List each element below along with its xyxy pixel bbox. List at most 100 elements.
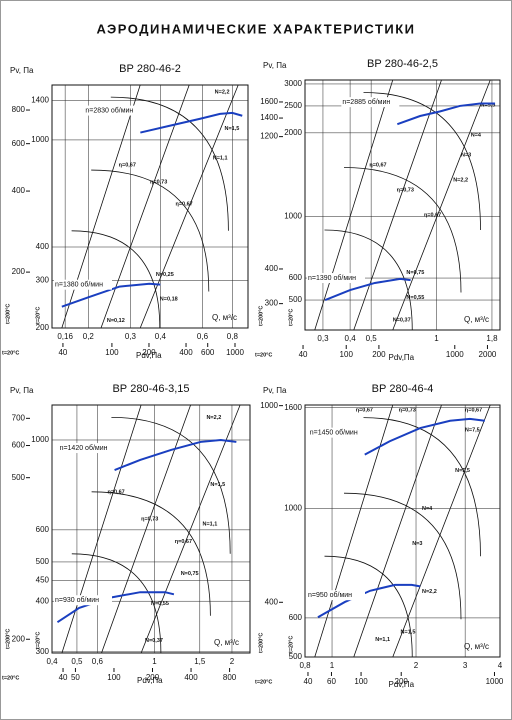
y-temp-label: t=20°C	[35, 632, 41, 649]
annotation: N=4	[422, 506, 433, 512]
annotation: η=0,67	[424, 212, 441, 218]
annotation: N=0,25	[156, 272, 174, 278]
x2-tick-label: 100	[105, 348, 119, 357]
y-tick-label: 2500	[284, 101, 302, 110]
annotation: N=1,1	[375, 637, 390, 643]
y-tick-label: 500	[289, 652, 303, 661]
fan-curve	[324, 277, 411, 301]
power-curve	[91, 169, 210, 292]
power-curve	[324, 229, 413, 331]
power-curve	[71, 230, 161, 329]
y-tick-label: 400	[36, 596, 50, 605]
annotation: η=0,67	[465, 407, 482, 413]
series-label: n=2885 об/мин	[342, 98, 390, 106]
annotation: N=3	[412, 541, 422, 547]
y-axis-label: Pv, Па	[263, 61, 287, 70]
y-tick-label: 500	[36, 557, 50, 566]
x2-temp-label: t=20°C	[255, 679, 272, 685]
annotation: N=0,12	[107, 318, 125, 324]
y2-tick-label: 800	[12, 105, 26, 114]
y2-tick-label: 1600	[260, 97, 278, 106]
annotation: N=2,2	[215, 90, 230, 96]
annotation: η=0,67	[369, 162, 386, 168]
x2-tick-label: 100	[340, 350, 354, 359]
power-curve	[363, 417, 481, 557]
series-label: n=1390 об/мин	[308, 274, 356, 282]
y-tick-label: 400	[36, 242, 50, 251]
y-tick-label: 200	[36, 323, 50, 332]
annotation: η=0,73	[397, 187, 414, 193]
y-tick-label: 300	[36, 647, 50, 656]
x2-tick-label: 600	[201, 348, 215, 357]
system-curve	[392, 404, 491, 658]
system-curve	[353, 404, 442, 658]
x2-tick-label: 1000	[486, 677, 504, 686]
annotation: η=0,73	[399, 407, 416, 413]
x2-tick-label: 100	[107, 673, 121, 682]
x-axis-label: Q, м³/с	[212, 313, 237, 322]
annotation: N=2,2	[453, 177, 468, 183]
x2-temp-label: t=20°C	[2, 350, 19, 356]
x-tick-label: 3	[463, 661, 468, 670]
fan-curve	[140, 111, 243, 134]
x-tick-label: 0,3	[125, 332, 137, 341]
annotation: N=0,75	[181, 571, 199, 577]
x-tick-label: 0,8	[227, 332, 239, 341]
power-curve	[111, 417, 231, 554]
x2-tick-label: 400	[179, 348, 193, 357]
x-tick-label: 1	[330, 661, 335, 670]
x-tick-label: 0,2	[83, 332, 95, 341]
y2-tick-label: 1400	[260, 113, 278, 122]
annotation: N=0,37	[145, 638, 163, 644]
annotation: N=5,5	[481, 102, 496, 108]
x-tick-label: 4	[498, 661, 503, 670]
system-curve	[353, 79, 442, 331]
annotation: η=0,73	[150, 180, 167, 186]
y-temp-label: t=20°C	[35, 307, 41, 324]
y2-temp-label: t=200°C	[258, 633, 264, 653]
annotation: N=3	[461, 152, 471, 158]
y-tick-label: 600	[289, 273, 303, 282]
series-label-bg	[54, 595, 112, 606]
x-tick-label: 1	[434, 334, 439, 343]
series-label-bg	[307, 273, 365, 284]
y2-tick-label: 500	[12, 473, 26, 482]
x2-temp-label: t=20°C	[255, 352, 272, 358]
y2-tick-label: 400	[265, 264, 279, 273]
x-tick-label: 0,3	[317, 334, 329, 343]
fan-curve	[61, 282, 161, 308]
y-tick-label: 300	[36, 276, 50, 285]
y-axis-label: Pv, Па	[263, 386, 287, 395]
power-curve	[363, 92, 481, 231]
x-tick-label: 1	[152, 657, 157, 666]
annotation: N=1,5	[401, 629, 416, 635]
y2-tick-label: 300	[265, 299, 279, 308]
page-title: АЭРОДИНАМИЧЕСКИЕ ХАРАКТЕРИСТИКИ	[96, 21, 415, 36]
series-label: n=1450 об/мин	[310, 429, 358, 437]
y-axis-label: Pv, Па	[10, 386, 34, 395]
plot-frame	[304, 79, 501, 331]
series-label: n=1380 об/мин	[55, 281, 103, 289]
series-label: n=1420 об/мин	[60, 444, 108, 452]
y-tick-label: 600	[36, 525, 50, 534]
system-curve	[139, 84, 239, 329]
annotation: N=0,37	[393, 317, 411, 323]
x2-tick-label: 200	[146, 673, 160, 682]
series-label: n=2830 об/мин	[85, 106, 133, 114]
x2-axis-label: Pdv,Па	[389, 353, 415, 362]
annotation: N=1,5	[210, 482, 225, 488]
y2-temp-label: t=200°C	[5, 304, 11, 324]
system-curve	[101, 404, 191, 654]
x2-tick-label: 2000	[479, 350, 497, 359]
system-curve	[314, 79, 394, 331]
y-tick-label: 1600	[284, 403, 302, 412]
x2-axis-label: Pdv,Па	[137, 676, 163, 685]
x2-axis-label: Pdv,Па	[389, 680, 415, 689]
annotation: N=0,55	[151, 601, 169, 607]
x2-tick-label: 200	[395, 677, 409, 686]
y2-tick-label: 200	[12, 634, 26, 643]
y-temp-label: t=20°C	[288, 636, 294, 653]
x2-tick-label: 1000	[446, 350, 464, 359]
y2-tick-label: 200	[12, 267, 26, 276]
